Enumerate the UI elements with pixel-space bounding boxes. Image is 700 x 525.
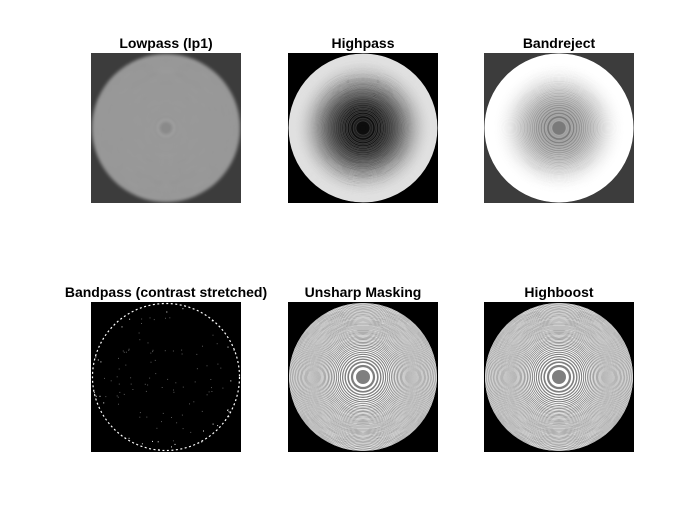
panel-image-bandreject <box>484 53 634 203</box>
panel-title-highpass: Highpass <box>331 35 395 51</box>
panel-image-highpass <box>288 53 438 203</box>
panel-image-bandpass <box>91 302 241 452</box>
panel-title-highboost: Highboost <box>524 284 594 300</box>
panel-title-unsharp-masking: Unsharp Masking <box>304 284 422 300</box>
panel-title-bandpass: Bandpass (contrast stretched) <box>64 284 268 300</box>
panel-image-unsharp-masking <box>288 302 438 452</box>
panel-title-bandreject: Bandreject <box>522 35 596 51</box>
panel-image-lowpass <box>91 53 241 203</box>
panel-title-lowpass: Lowpass (lp1) <box>119 35 213 51</box>
panel-image-highboost <box>484 302 634 452</box>
